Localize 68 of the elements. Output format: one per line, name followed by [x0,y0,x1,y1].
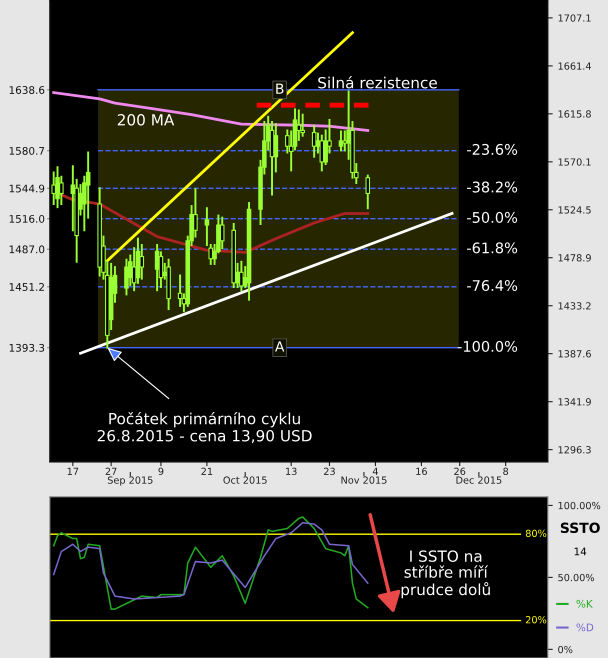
x-tick-label: 9 [158,468,164,475]
text: 14 [574,548,586,556]
line-series [52,522,369,600]
legend-label: %K [576,600,593,608]
y2-tick-label: 1524.5 [558,206,591,214]
y-tick-label: 100.00% [558,502,600,510]
ref-line-label: 20% [526,616,546,624]
y2-tick-label: 1478.9 [558,254,591,262]
y2-tick-label: 1387.6 [558,350,591,358]
annotation: -100.0% [458,340,518,352]
candlestick [124,258,129,296]
y2-tick-label: 1661.4 [558,62,592,70]
y-tick-label: 1580.7 [10,146,44,155]
x-tick-label: 26 [454,468,466,475]
candlestick [59,176,64,205]
y-tick-label: 0% [558,646,572,654]
candlestick [208,244,214,265]
y-tick-label: 1516.0 [10,214,44,223]
y2-tick-label: 1570.1 [558,158,591,166]
y2-tick-label: 1707.1 [558,14,591,22]
candlestick [193,188,198,238]
annotation: A [275,341,284,352]
annotation: -50.0% [467,212,518,223]
annotation: I SSTO na stříbře míří prudce dolů [402,550,490,598]
line-series [52,516,369,610]
annotation: -76.4% [467,280,518,292]
x2-tick-label: Nov 2015 [342,476,386,484]
annotation: Počátek primárního cyklu 26.8.2015 - cena 13,90 USD [98,412,312,444]
y2-tick-label: 1433.2 [558,302,591,310]
x-tick-label: 16 [416,468,427,475]
candlestick [300,114,305,137]
annotation: Silná rezistence [318,76,437,88]
y-tick-label: 1451.2 [10,283,44,291]
x2-tick-label: Oct 2015 [223,476,267,484]
x-tick-label: 23 [324,468,335,475]
annotation: -38.2% [467,182,518,193]
candlestick [239,260,244,292]
x-tick-label: 13 [286,468,297,475]
candlestick [312,125,316,158]
annotation: B [276,84,284,94]
y2-tick-label: 1615.8 [558,110,591,118]
annotation: -23.6% [467,144,518,155]
x2-tick-label: Dec 2015 [456,476,502,484]
x-tick-label: 21 [201,468,212,475]
x-tick-label: 17 [68,468,78,475]
candlestick [366,174,370,210]
y-tick-label: 1544.9 [10,184,44,192]
series-label: 200 MA [118,114,174,126]
candlestick [338,130,344,152]
candlestick [204,207,210,246]
candlestick [220,216,225,250]
y-tick-label: 1487.0 [10,245,44,254]
ref-line-label: 80% [526,530,546,538]
candlestick [140,244,144,280]
x-tick-label: 27 [106,468,116,475]
candlestick [55,166,60,208]
annotation: -61.8% [467,242,518,254]
y-tick-label: 50.00% [558,574,594,582]
y2-tick-label: 1296.3 [558,446,591,454]
candlestick [274,123,278,172]
y2-tick-label: 1341.9 [558,398,591,406]
y-tick-label: 1638.6 [10,86,44,94]
x2-tick-label: Sep 2015 [108,476,153,486]
x-tick-label: 4 [372,468,378,475]
x-tick-label: 8 [503,468,508,475]
legend-label: %D [576,623,594,632]
y-tick-label: 1393.3 [10,344,44,352]
text: SSTO [560,522,600,534]
